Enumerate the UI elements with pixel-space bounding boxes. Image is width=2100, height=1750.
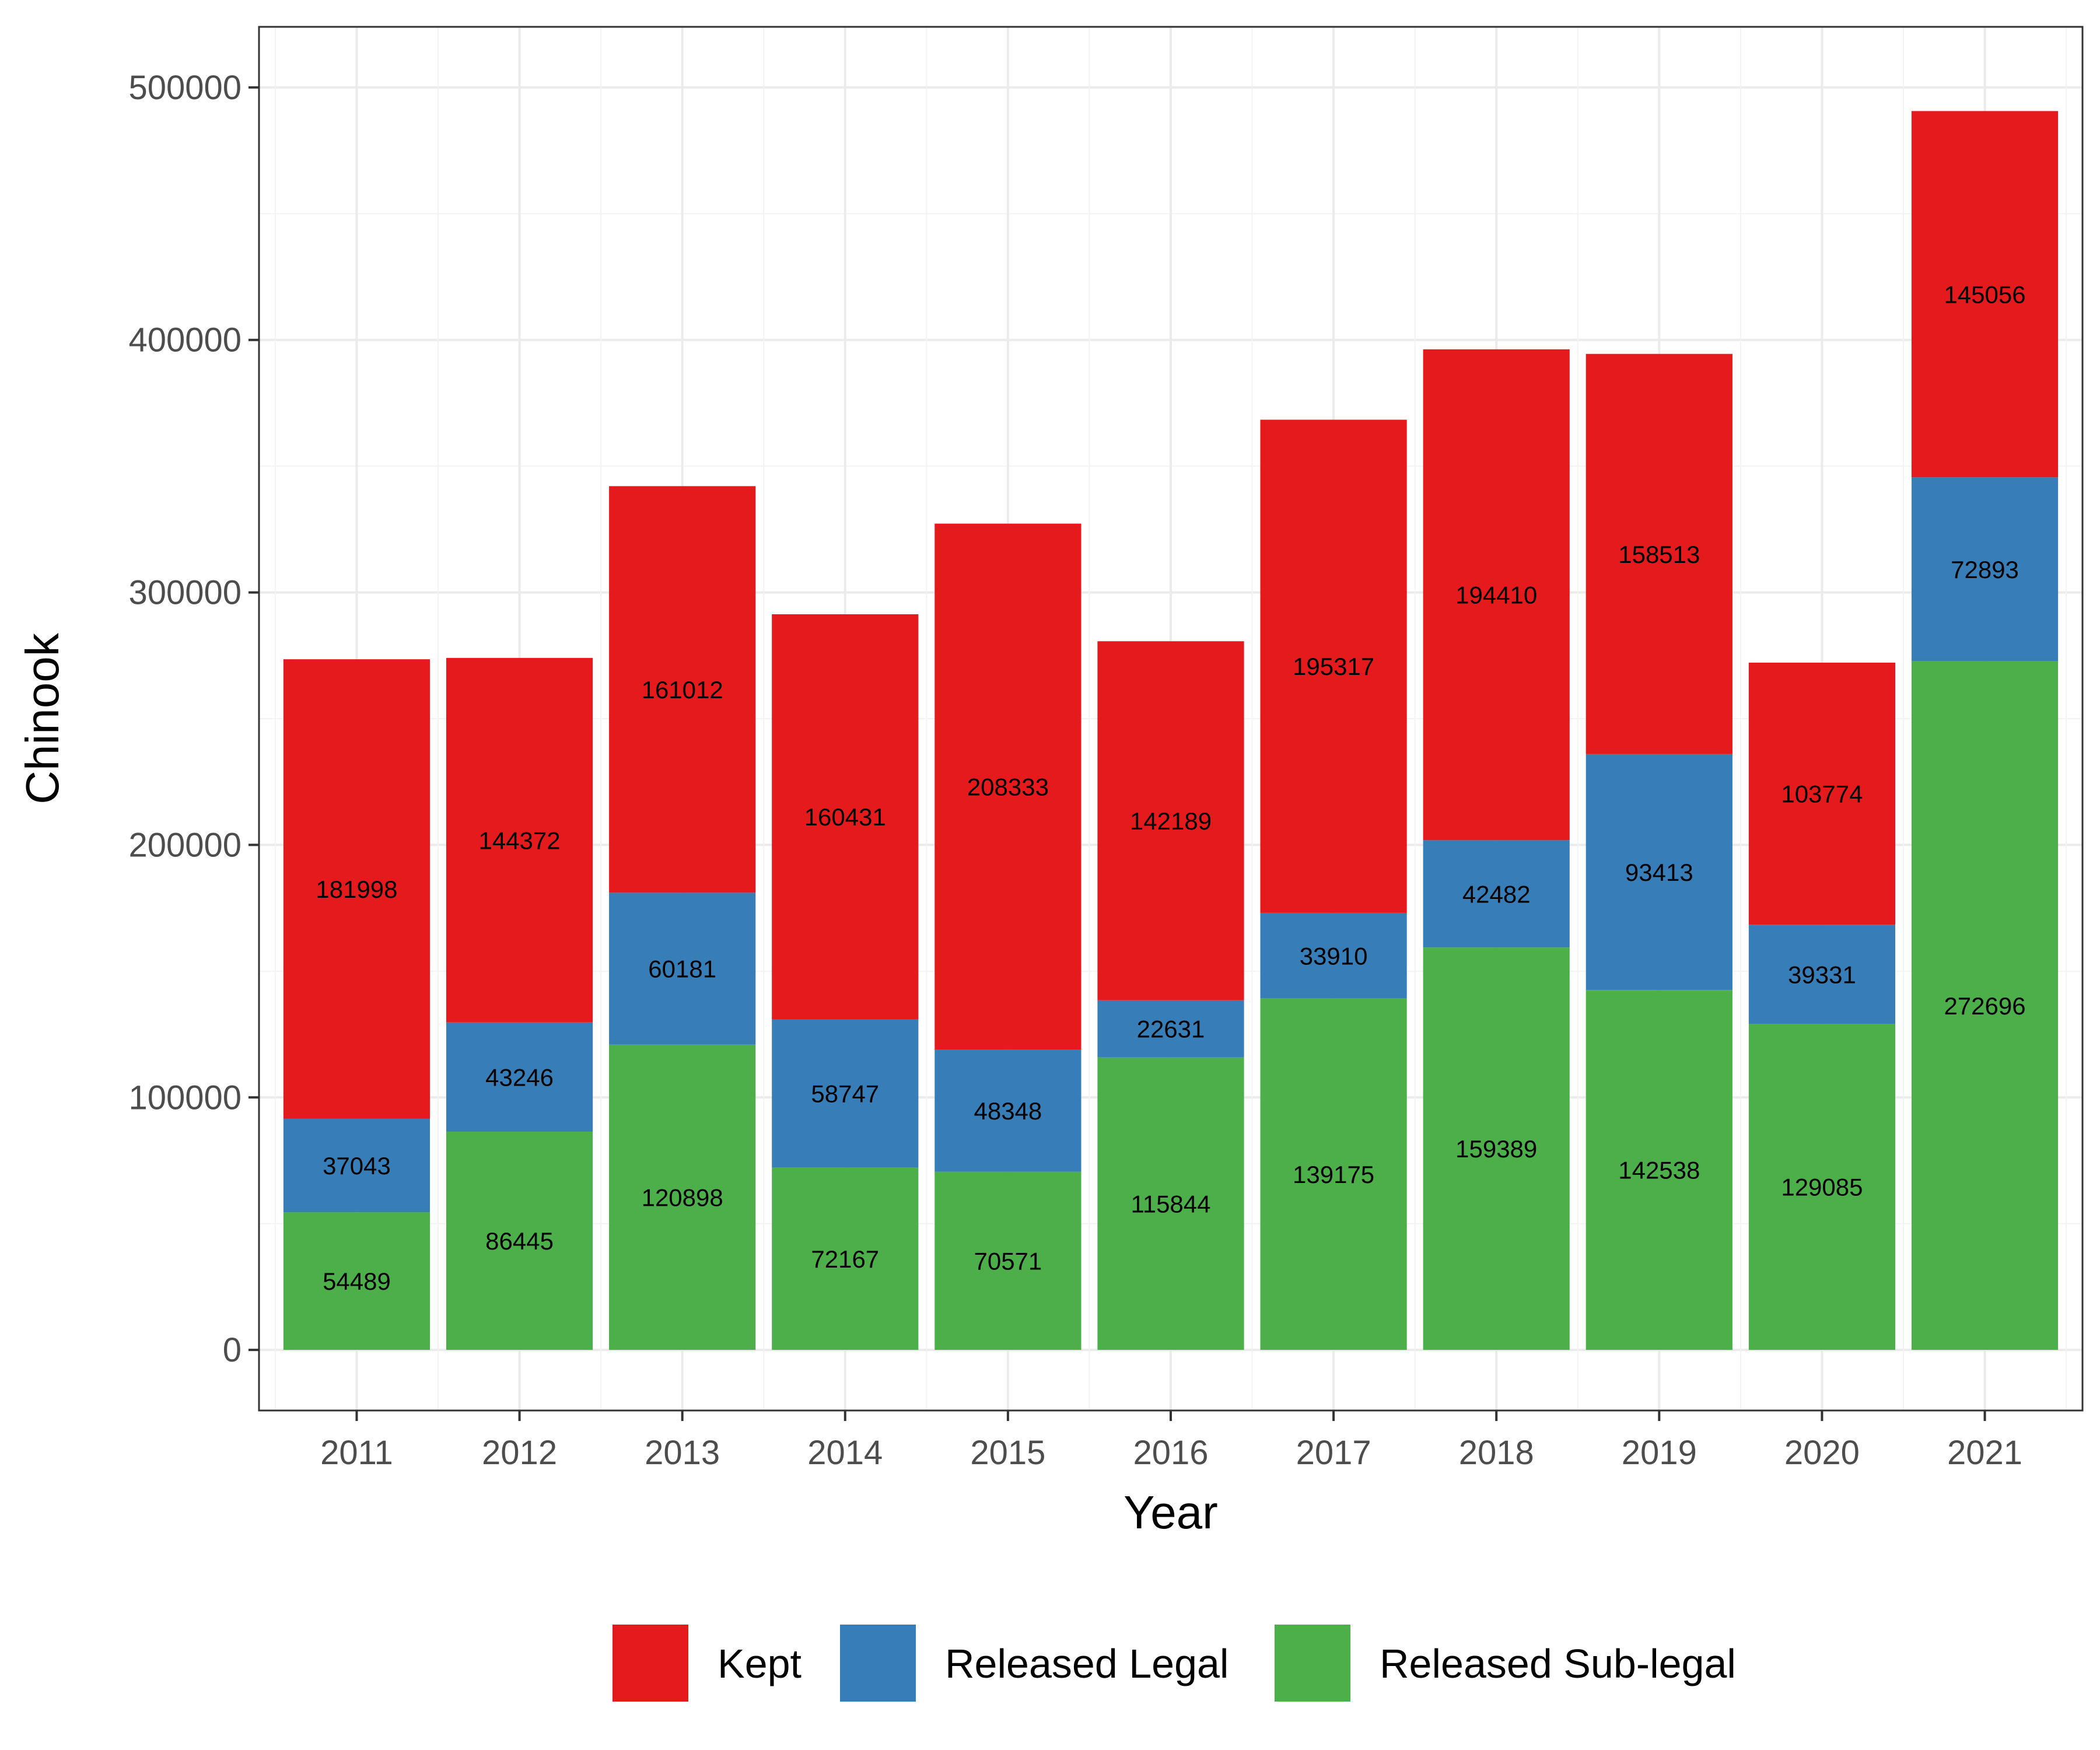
- data-label-released-sub-legal: 120898: [642, 1184, 723, 1211]
- bar-kept-2019: [1586, 354, 1732, 754]
- bar-released-sub-legal-2015: [935, 1171, 1082, 1350]
- x-tick-label: 2016: [1133, 1434, 1208, 1472]
- bar-released-sub-legal-2020: [1748, 1024, 1896, 1350]
- bar-kept-2013: [609, 486, 756, 893]
- y-tick-label: 200000: [128, 826, 242, 864]
- legend-key-released-legal: [840, 1625, 916, 1702]
- bar-released-legal-2020: [1748, 925, 1896, 1024]
- bar-kept-2015: [935, 523, 1082, 1050]
- x-tick-label: 2014: [807, 1434, 883, 1472]
- bar-kept-2018: [1423, 349, 1570, 841]
- data-label-released-sub-legal: 72167: [811, 1245, 879, 1273]
- x-tick-label: 2019: [1622, 1434, 1697, 1472]
- x-axis: 2011 2012 2013 2014 2015 2016 2017 2018 2019 2020…: [320, 1410, 2022, 1472]
- x-tick-label: 2020: [1784, 1434, 1860, 1472]
- bar-released-sub-legal-2013: [609, 1044, 756, 1350]
- data-label-released-legal: 39331: [1788, 961, 1856, 988]
- y-tick-label: 0: [223, 1331, 242, 1369]
- x-tick-label: 2013: [645, 1434, 720, 1472]
- x-tick-label: 2021: [1947, 1434, 2022, 1472]
- bar-released-sub-legal-2017: [1260, 998, 1407, 1350]
- data-labels: 54489 37043 181998 86445 43246 144372 120898 60…: [316, 281, 2025, 1295]
- y-axis-title: Chinook: [16, 632, 68, 804]
- bar-released-legal-2015: [935, 1049, 1082, 1172]
- data-label-released-sub-legal: 86445: [485, 1227, 554, 1255]
- data-label-kept: 144372: [478, 827, 560, 854]
- bar-released-legal-2014: [772, 1019, 919, 1168]
- data-label-kept: 160431: [804, 803, 886, 831]
- legend-label-released-legal: Released Legal: [945, 1641, 1228, 1686]
- data-label-released-legal: 58747: [811, 1080, 879, 1108]
- bar-released-legal-2017: [1260, 912, 1407, 999]
- bar-released-sub-legal-2018: [1423, 947, 1570, 1350]
- bar-kept-2016: [1097, 641, 1244, 1000]
- bars: [283, 111, 2059, 1350]
- data-label-released-sub-legal: 129085: [1781, 1174, 1863, 1201]
- x-tick-label: 2012: [482, 1434, 557, 1472]
- data-label-released-legal: 60181: [648, 956, 716, 983]
- legend-label-released-sub-legal: Released Sub-legal: [1380, 1641, 1736, 1686]
- x-tick-label: 2015: [970, 1434, 1045, 1472]
- y-tick-label: 100000: [128, 1079, 242, 1116]
- data-label-kept: 195317: [1293, 653, 1374, 680]
- y-tick-label: 500000: [128, 69, 242, 107]
- data-label-released-legal: 33910: [1300, 942, 1368, 970]
- data-label-released-legal: 42482: [1462, 880, 1531, 908]
- legend: Kept Released Legal Released Sub-legal: [612, 1625, 1736, 1702]
- bar-released-sub-legal-2019: [1586, 990, 1732, 1350]
- data-label-released-sub-legal: 54489: [323, 1268, 391, 1295]
- bar-kept-2020: [1748, 662, 1896, 925]
- bar-released-sub-legal-2021: [1911, 661, 2059, 1350]
- data-label-released-legal: 43246: [485, 1063, 554, 1091]
- bar-released-legal-2011: [283, 1118, 430, 1213]
- data-label-released-sub-legal: 70571: [974, 1247, 1042, 1275]
- y-axis: 0 100000 200000 300000 400000 500000: [128, 69, 259, 1369]
- data-label-kept: 181998: [316, 876, 397, 903]
- y-tick-label: 400000: [128, 321, 242, 359]
- data-label-kept: 208333: [967, 773, 1049, 800]
- bar-released-sub-legal-2012: [446, 1131, 593, 1350]
- legend-label-kept: Kept: [718, 1641, 802, 1686]
- x-tick-label: 2018: [1459, 1434, 1534, 1472]
- bar-released-legal-2018: [1423, 840, 1570, 948]
- y-tick-label: 300000: [128, 574, 242, 612]
- bar-kept-2017: [1260, 419, 1407, 913]
- bar-released-legal-2016: [1097, 1000, 1244, 1058]
- data-label-kept: 103774: [1781, 780, 1863, 808]
- data-label-released-sub-legal: 159389: [1455, 1135, 1537, 1163]
- data-label-released-legal: 48348: [974, 1097, 1042, 1125]
- data-label-kept: 194410: [1455, 582, 1537, 609]
- data-label-released-sub-legal: 142538: [1618, 1157, 1700, 1184]
- bar-released-sub-legal-2014: [772, 1167, 919, 1350]
- bar-kept-2011: [283, 659, 430, 1119]
- x-tick-label: 2017: [1296, 1434, 1371, 1472]
- bar-released-legal-2019: [1586, 754, 1732, 991]
- bar-released-sub-legal-2011: [283, 1212, 430, 1350]
- data-label-released-sub-legal: 272696: [1944, 992, 2025, 1020]
- data-label-kept: 145056: [1944, 281, 2025, 308]
- data-label-kept: 158513: [1618, 541, 1700, 568]
- data-label-kept: 142189: [1130, 807, 1212, 835]
- legend-key-released-sub-legal: [1275, 1625, 1350, 1702]
- legend-key-kept: [612, 1625, 688, 1702]
- x-tick-label: 2011: [320, 1434, 393, 1472]
- data-label-kept: 161012: [642, 676, 723, 704]
- bar-kept-2021: [1911, 111, 2059, 478]
- bar-kept-2012: [446, 657, 593, 1023]
- bar-released-legal-2021: [1911, 477, 2059, 662]
- data-label-released-legal: 37043: [323, 1152, 391, 1180]
- bar-released-legal-2013: [609, 892, 756, 1045]
- data-label-released-legal: 72893: [1951, 556, 2019, 583]
- bar-released-legal-2012: [446, 1022, 593, 1132]
- data-label-released-legal: 22631: [1137, 1016, 1205, 1043]
- x-axis-title: Year: [1124, 1486, 1218, 1538]
- data-label-released-sub-legal: 115844: [1130, 1190, 1210, 1217]
- data-label-released-legal: 93413: [1625, 859, 1693, 886]
- bar-kept-2014: [772, 614, 919, 1020]
- bar-released-sub-legal-2016: [1097, 1057, 1244, 1350]
- data-label-released-sub-legal: 139175: [1293, 1161, 1374, 1188]
